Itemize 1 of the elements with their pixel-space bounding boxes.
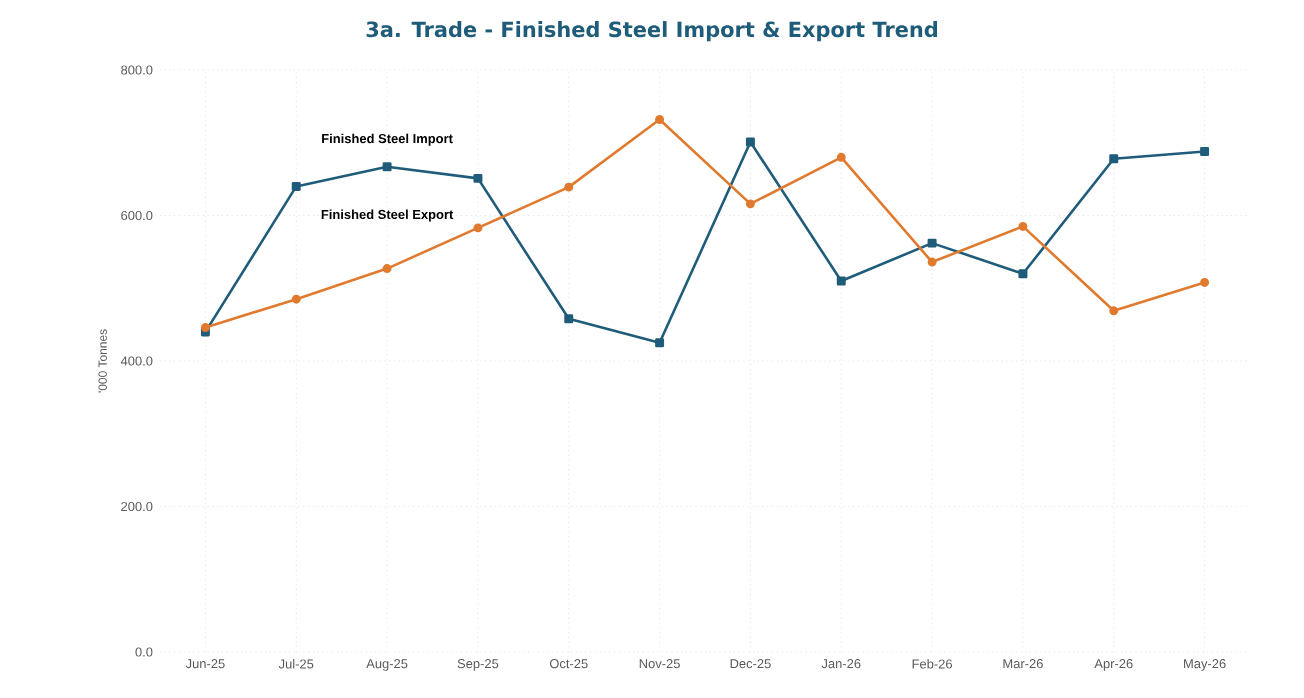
chart-title: 3a. Trade - Finished Steel Import & Export Trend bbox=[366, 21, 938, 42]
